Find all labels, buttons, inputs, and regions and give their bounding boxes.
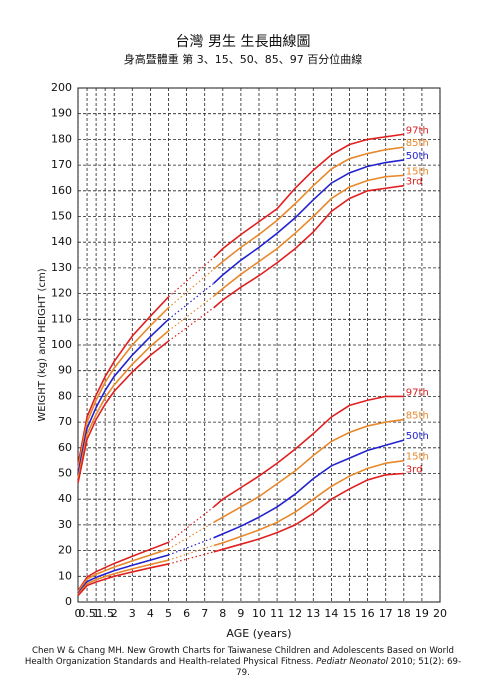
dotted-bridge [168,544,214,561]
y-tick-label: 40 [58,492,72,505]
y-tick-label: 130 [51,261,72,274]
x-tick-label: 3 [129,607,136,620]
percentile-line [213,174,404,297]
y-tick-label: 10 [58,569,72,582]
percentile-line [77,563,169,597]
x-tick-label: 20 [433,607,447,620]
x-tick-label: 19 [415,607,429,620]
percentile-line [77,559,169,596]
series-label: 15th [406,452,429,463]
percentile-line [213,159,404,284]
percentile-line [213,472,404,553]
x-tick-label: 0.5 [78,607,96,620]
x-tick-label: 7 [201,607,208,620]
chart-title: 台灣 男生 生長曲線圖 [176,34,311,50]
x-tick-label: 11 [270,607,284,620]
series-label: 50th [406,151,429,162]
y-tick-label: 170 [51,158,72,171]
x-tick-label: 5 [165,607,172,620]
y-tick-label: 120 [51,287,72,300]
dotted-bridge [168,521,215,550]
chart-subtitle: 身高暨體重 第 3、15、50、85、97 百分位曲線 [124,52,362,66]
y-tick-label: 140 [51,235,72,248]
series-label: 50th [406,431,429,442]
y-tick-label: 0 [65,595,72,608]
y-tick-label: 190 [51,107,72,120]
y-tick-label: 160 [51,184,72,197]
dotted-bridge [168,282,215,320]
x-tick-label: 13 [306,607,320,620]
percentile-line [213,459,404,547]
y-tick-label: 100 [51,338,72,351]
dotted-bridge [168,506,215,543]
percentile-line [213,133,404,259]
percentile-line [77,554,169,595]
x-tick-label: 18 [397,607,411,620]
y-axis-label: WEIGHT (kg) and HEIGHT (cm) [37,268,48,421]
x-tick-label: 14 [324,607,338,620]
percentile-line [77,296,170,465]
series-label: 97th [406,387,429,398]
percentile-line [77,307,170,469]
source-journal: Pediatr Neonatol [316,657,389,667]
y-tick-label: 20 [58,544,72,557]
x-tick-label: 1.5 [96,607,114,620]
y-tick-label: 30 [58,518,72,531]
y-tick-label: 70 [58,415,72,428]
x-tick-label: 4 [147,607,154,620]
y-tick-label: 110 [51,312,72,325]
series-label: 3rd [406,465,423,476]
y-tick-label: 50 [58,467,72,480]
x-tick-label: 2 [111,607,118,620]
x-tick-label: 12 [288,607,302,620]
percentile-line [213,146,404,270]
y-tick-label: 60 [58,441,72,454]
x-tick-label: 15 [343,607,357,620]
dotted-bridge [168,295,215,332]
y-tick-label: 80 [58,389,72,402]
series-label: 97th [406,125,429,136]
y-tick-label: 200 [51,81,72,94]
percentile-line [213,395,404,508]
x-tick-label: 10 [252,607,266,620]
series-label: 3rd [406,177,423,188]
percentile-line [77,541,169,592]
x-tick-label: 16 [361,607,375,620]
x-tick-label: 8 [219,607,226,620]
percentile-line [213,184,404,309]
x-tick-label: 0 [75,607,82,620]
y-tick-label: 150 [51,210,72,223]
dotted-bridge [168,551,214,565]
percentile-line [77,548,169,593]
x-tick-label: 6 [183,607,190,620]
y-tick-label: 180 [51,132,72,145]
dotted-bridge [168,307,215,342]
series-label: 15th [406,166,429,177]
x-tick-label: 17 [379,607,393,620]
x-tick-label: 1 [93,607,100,620]
series-label: 85th [406,411,429,422]
percentile-line [77,318,170,474]
source-note: Chen W & Chang MH. New Growth Charts for… [20,646,466,679]
percentile-line [213,439,405,539]
source-text: Chen W & Chang MH. New Growth Charts for… [24,646,454,667]
dotted-bridge [168,537,214,556]
y-tick-label: 90 [58,364,72,377]
percentile-line [77,340,169,484]
series-label: 85th [406,138,429,149]
x-axis-label: AGE (years) [226,627,291,640]
dotted-bridge [168,257,215,298]
percentile-line [77,330,170,479]
x-tick-label: 9 [237,607,244,620]
source-text: 2010; 51(2): 69-79. [236,657,462,678]
percentile-line [213,418,404,524]
